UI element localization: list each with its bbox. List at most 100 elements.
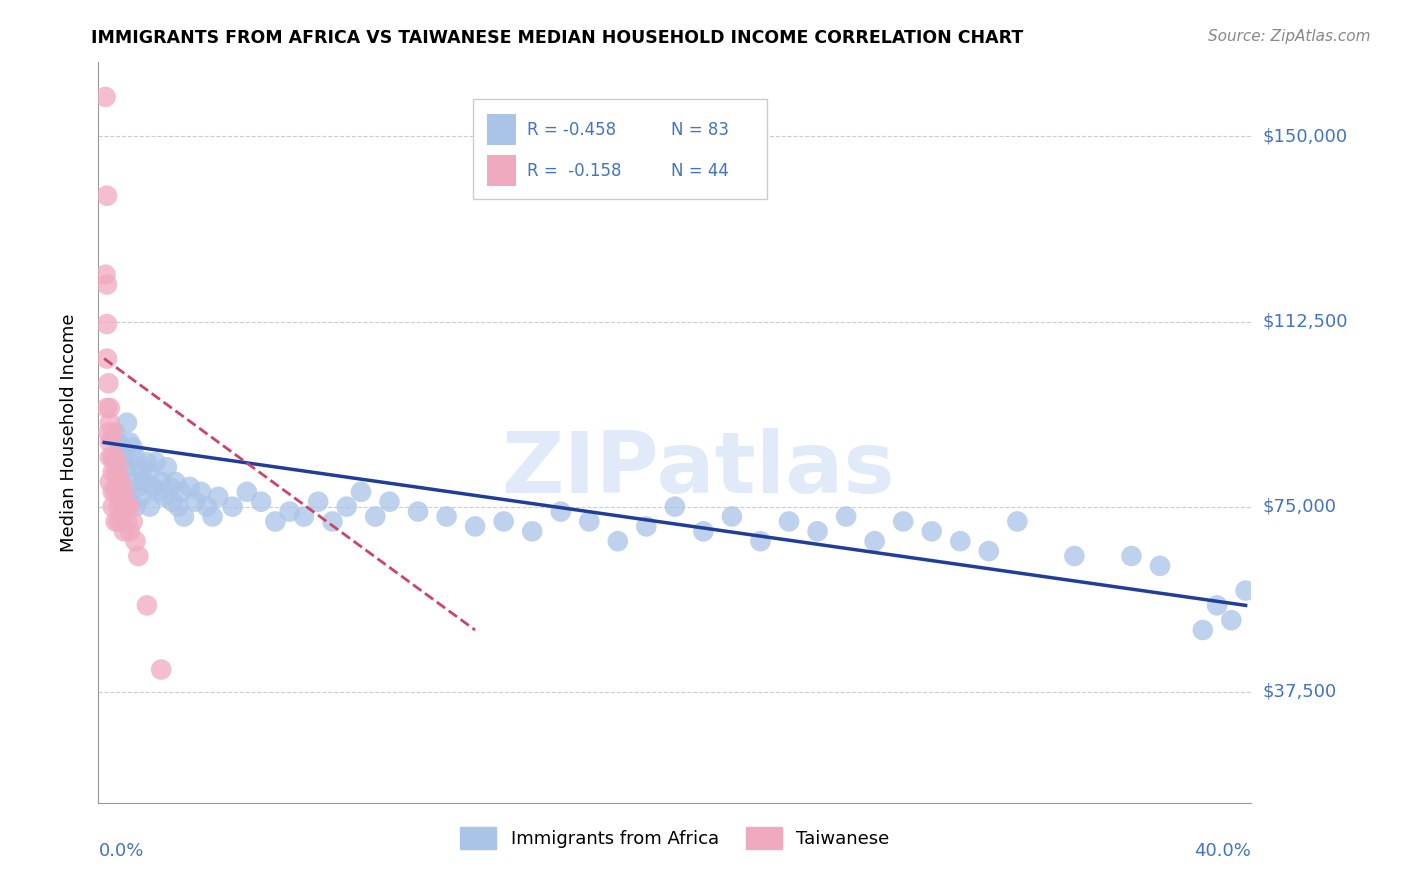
- Point: [101, 465, 124, 479]
- Point: [167, 500, 190, 514]
- Point: [156, 460, 179, 475]
- Point: [101, 450, 124, 465]
- Point: [835, 509, 858, 524]
- Point: [98, 450, 121, 465]
- Point: [236, 484, 259, 499]
- Point: [165, 475, 187, 489]
- FancyBboxPatch shape: [486, 114, 516, 145]
- Text: N = 44: N = 44: [672, 161, 730, 179]
- Text: Source: ZipAtlas.com: Source: ZipAtlas.com: [1208, 29, 1371, 44]
- Point: [170, 484, 193, 499]
- Point: [264, 515, 287, 529]
- Point: [112, 524, 135, 539]
- Point: [891, 515, 914, 529]
- Point: [96, 401, 118, 415]
- Point: [127, 480, 149, 494]
- Point: [1191, 623, 1213, 637]
- Point: [221, 500, 243, 514]
- Point: [115, 500, 138, 514]
- Point: [110, 441, 132, 455]
- Point: [96, 277, 118, 292]
- Point: [104, 484, 127, 499]
- Point: [118, 524, 141, 539]
- Point: [406, 505, 429, 519]
- Point: [107, 500, 129, 514]
- Point: [1220, 613, 1243, 627]
- Point: [778, 515, 800, 529]
- Point: [104, 465, 127, 479]
- Point: [94, 268, 117, 282]
- Point: [321, 515, 343, 529]
- Point: [307, 494, 329, 508]
- Point: [159, 480, 181, 494]
- Point: [104, 450, 127, 465]
- Point: [107, 460, 129, 475]
- Point: [129, 465, 152, 479]
- Point: [101, 425, 124, 440]
- Point: [749, 534, 772, 549]
- Point: [110, 494, 132, 508]
- Legend: Immigrants from Africa, Taiwanese: Immigrants from Africa, Taiwanese: [453, 821, 897, 856]
- Point: [364, 509, 387, 524]
- Text: R =  -0.158: R = -0.158: [527, 161, 621, 179]
- Text: 0.0%: 0.0%: [98, 842, 143, 860]
- Point: [129, 490, 152, 504]
- Point: [118, 435, 141, 450]
- Point: [104, 515, 127, 529]
- Point: [636, 519, 658, 533]
- Point: [153, 490, 176, 504]
- Point: [207, 490, 229, 504]
- Point: [115, 416, 138, 430]
- Point: [278, 505, 301, 519]
- Point: [107, 435, 129, 450]
- Text: 40.0%: 40.0%: [1195, 842, 1251, 860]
- Point: [104, 480, 127, 494]
- Point: [664, 500, 686, 514]
- Point: [107, 515, 129, 529]
- Point: [107, 465, 129, 479]
- Point: [250, 494, 273, 508]
- Point: [101, 500, 124, 514]
- Point: [721, 509, 744, 524]
- Point: [190, 484, 212, 499]
- Point: [150, 663, 173, 677]
- Point: [692, 524, 714, 539]
- Point: [127, 549, 149, 563]
- Point: [110, 515, 132, 529]
- Point: [378, 494, 401, 508]
- Point: [195, 500, 218, 514]
- Point: [806, 524, 828, 539]
- Point: [522, 524, 544, 539]
- Point: [139, 465, 162, 479]
- Point: [1063, 549, 1085, 563]
- Text: ZIPatlas: ZIPatlas: [501, 428, 894, 511]
- Point: [115, 460, 138, 475]
- Point: [94, 90, 117, 104]
- Point: [118, 500, 141, 514]
- Point: [101, 484, 124, 499]
- Point: [136, 599, 159, 613]
- Point: [921, 524, 943, 539]
- Point: [550, 505, 572, 519]
- Point: [292, 509, 315, 524]
- Point: [179, 480, 201, 494]
- Point: [350, 484, 373, 499]
- Point: [184, 494, 207, 508]
- Point: [107, 475, 129, 489]
- Point: [492, 515, 515, 529]
- Point: [949, 534, 972, 549]
- Text: $37,500: $37,500: [1263, 682, 1337, 701]
- Point: [150, 475, 173, 489]
- Text: $112,500: $112,500: [1263, 312, 1348, 331]
- Point: [436, 509, 458, 524]
- Point: [110, 475, 132, 489]
- Point: [1149, 558, 1171, 573]
- Point: [578, 515, 600, 529]
- Point: [1234, 583, 1257, 598]
- Point: [606, 534, 628, 549]
- Text: $75,000: $75,000: [1263, 498, 1337, 516]
- Point: [98, 475, 121, 489]
- Point: [127, 460, 149, 475]
- Point: [121, 515, 143, 529]
- Point: [124, 500, 146, 514]
